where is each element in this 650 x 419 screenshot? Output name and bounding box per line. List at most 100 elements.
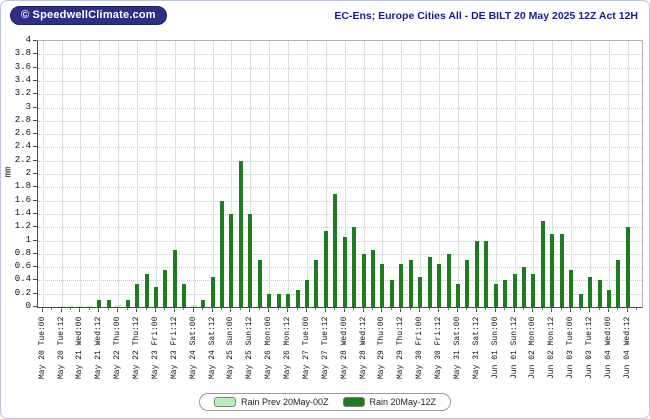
x-tick — [626, 308, 628, 312]
x-minor-tick — [192, 308, 194, 310]
x-minor-tick — [598, 308, 600, 310]
bar-rain-12z — [371, 250, 376, 307]
x-tick — [551, 308, 553, 312]
bar-rain-12z — [304, 280, 309, 307]
x-minor-tick — [400, 308, 402, 310]
gridline-horizontal — [38, 120, 642, 122]
bar-rain-12z — [408, 260, 413, 307]
x-tick — [607, 308, 609, 312]
bar-rain-12z — [172, 250, 177, 307]
bar-rain-12z — [333, 193, 338, 307]
y-tick — [33, 66, 37, 68]
x-tick-label: Jun 04 Wed:00 — [603, 316, 613, 379]
x-minor-tick — [239, 308, 241, 310]
x-minor-tick — [324, 308, 326, 310]
bar-rain-12z — [559, 233, 564, 307]
x-minor-tick — [296, 308, 298, 310]
bar-rain-12z — [323, 230, 328, 307]
y-tick — [33, 173, 37, 174]
bar-rain-12z — [361, 253, 366, 307]
x-minor-tick — [362, 308, 364, 310]
x-minor-tick — [202, 308, 204, 310]
gridline-vertical — [401, 41, 403, 307]
bar-rain-12z — [625, 227, 630, 307]
y-tick — [33, 186, 37, 188]
y-tick — [33, 239, 37, 241]
bar-rain-12z — [220, 200, 225, 307]
gridline-vertical — [457, 41, 459, 307]
x-tick-label: May 30 Fri:12 — [434, 316, 444, 379]
x-minor-tick — [353, 308, 355, 310]
y-tick — [33, 79, 37, 81]
bar-rain-12z — [286, 293, 291, 307]
bar-rain-12z — [97, 300, 102, 307]
bar-rain-12z — [399, 263, 404, 307]
y-tick-label: 0.4 — [14, 274, 31, 285]
x-tick-label: Jun 01 Sun:00 — [490, 316, 500, 379]
gridline-horizontal — [38, 293, 642, 295]
x-tick-label: May 30 Fri:00 — [415, 316, 425, 379]
x-tick-label: May 31 Sat:00 — [452, 316, 462, 379]
x-tick-label: Jun 03 Tue:12 — [585, 316, 595, 379]
x-minor-tick — [456, 308, 458, 310]
x-minor-tick — [164, 308, 166, 310]
gridline-horizontal — [38, 267, 642, 269]
x-minor-tick — [409, 308, 411, 310]
gridline-vertical — [61, 41, 63, 307]
bar-rain-12z — [437, 263, 442, 307]
bar-rain-12z — [182, 283, 187, 307]
x-minor-tick — [560, 308, 562, 310]
x-tick — [136, 308, 138, 312]
x-tick-label: Jun 01 Sun:12 — [509, 316, 519, 379]
x-minor-tick — [249, 308, 251, 310]
bar-rain-12z — [238, 160, 243, 307]
bar-rain-12z — [125, 300, 130, 307]
x-minor-tick — [334, 308, 336, 310]
x-tick — [79, 308, 81, 312]
x-minor-tick — [154, 308, 156, 310]
x-tick-label: May 26 Mon:12 — [283, 316, 293, 379]
y-tick — [33, 226, 37, 228]
legend-label-rain-prev: Rain Prev 20May-00Z — [240, 397, 329, 407]
gridline-vertical — [269, 41, 271, 307]
x-tick — [362, 308, 364, 312]
x-minor-tick — [589, 308, 591, 310]
gridline-vertical — [99, 41, 101, 307]
x-minor-tick — [372, 308, 374, 310]
bar-rain-12z — [465, 260, 470, 307]
bar-rain-12z — [229, 213, 234, 307]
x-tick — [117, 308, 119, 312]
x-minor-tick — [428, 308, 430, 310]
y-tick-label: 1.4 — [14, 207, 31, 218]
gridline-horizontal — [38, 94, 642, 96]
x-tick-label: May 21 Wed:12 — [94, 316, 104, 379]
y-tick-label: 2.8 — [14, 114, 31, 125]
x-minor-tick — [60, 308, 62, 310]
gridline-horizontal — [38, 200, 642, 202]
x-tick-label: May 23 Fri:00 — [150, 316, 160, 379]
gridline-horizontal — [38, 187, 642, 189]
x-tick — [305, 308, 307, 312]
x-tick-label: May 21 Wed:00 — [75, 316, 85, 379]
x-tick-label: May 29 Thu:00 — [377, 316, 387, 379]
y-tick — [33, 199, 37, 201]
gridline-vertical — [118, 41, 120, 307]
x-minor-tick — [466, 308, 468, 310]
x-tick — [438, 308, 440, 312]
x-tick — [268, 308, 270, 312]
x-minor-tick — [70, 308, 72, 310]
x-tick — [400, 308, 402, 312]
y-tick-label: 1.8 — [14, 181, 31, 192]
x-axis: May 20 Tue:00 May 20 Tue:12 May 21 Wed:00 M… — [37, 308, 643, 382]
y-tick-label: 3.2 — [14, 88, 31, 99]
gridline-vertical — [608, 41, 610, 307]
x-tick-label: Jun 02 Mon:00 — [528, 316, 538, 379]
x-minor-tick — [41, 308, 43, 310]
y-tick-label: 2.6 — [14, 128, 31, 139]
bar-rain-12z — [418, 277, 423, 307]
y-tick — [33, 119, 37, 121]
bar-rain-12z — [342, 237, 347, 307]
x-tick — [211, 308, 213, 312]
bar-rain-12z — [144, 273, 149, 307]
y-tick — [33, 292, 37, 294]
